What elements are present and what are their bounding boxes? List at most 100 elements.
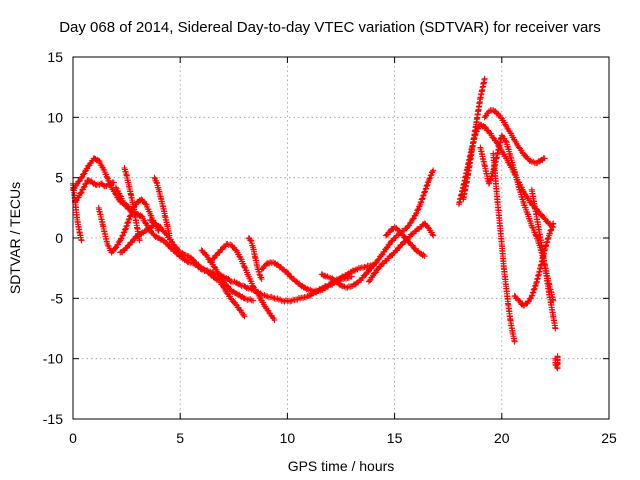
- data-series: [70, 75, 561, 372]
- data-marker: [119, 232, 126, 239]
- data-marker: [261, 292, 268, 299]
- series-track-17: [455, 121, 557, 231]
- data-marker: [114, 241, 121, 248]
- x-tick-label: 25: [601, 430, 617, 446]
- data-point: [232, 301, 239, 308]
- y-tick-label: 0: [55, 230, 63, 246]
- data-point: [112, 184, 119, 191]
- data-marker: [525, 298, 532, 305]
- data-marker: [266, 260, 273, 267]
- series-track-12: [245, 235, 265, 283]
- data-point: [541, 155, 548, 162]
- data-point: [554, 359, 561, 366]
- data-point: [136, 237, 143, 244]
- data-marker: [264, 293, 271, 300]
- y-tick-label: 5: [55, 170, 63, 186]
- data-marker: [426, 175, 433, 182]
- data-point: [256, 271, 263, 278]
- data-marker: [427, 172, 434, 179]
- series-track-4: [95, 196, 162, 256]
- data-marker: [244, 284, 251, 291]
- data-marker: [414, 206, 421, 213]
- data-marker: [414, 207, 421, 214]
- data-marker: [281, 298, 288, 305]
- data-point: [117, 192, 124, 199]
- series-track-22: [511, 220, 557, 309]
- x-axis-label: GPS time / hours: [288, 458, 395, 474]
- data-marker: [410, 215, 417, 222]
- data-marker: [117, 236, 124, 243]
- data-marker: [429, 231, 436, 238]
- data-marker: [231, 278, 238, 285]
- data-marker: [321, 272, 328, 279]
- y-tick-label: -5: [51, 290, 64, 306]
- data-point: [550, 220, 557, 227]
- data-point: [110, 179, 117, 186]
- series-track-13: [258, 259, 377, 295]
- y-tick-label: 15: [47, 49, 63, 65]
- data-point: [241, 313, 248, 320]
- x-tick-label: 15: [387, 430, 403, 446]
- data-marker: [242, 295, 249, 302]
- x-tick-label: 5: [176, 430, 184, 446]
- data-point: [241, 263, 248, 270]
- data-marker: [266, 309, 273, 316]
- data-marker: [83, 165, 90, 172]
- data-point: [498, 132, 505, 139]
- data-point: [552, 325, 559, 332]
- y-axis-label: SDTVAR / TECUs: [7, 182, 23, 294]
- data-marker: [429, 168, 436, 175]
- data-marker: [182, 251, 189, 258]
- data-marker: [351, 267, 358, 274]
- data-point: [481, 75, 488, 82]
- data-marker: [103, 183, 110, 190]
- data-point: [485, 108, 492, 115]
- data-marker: [77, 190, 84, 197]
- data-marker: [270, 259, 277, 266]
- data-marker: [274, 295, 281, 302]
- series-track-9: [147, 216, 248, 320]
- data-marker: [82, 180, 89, 187]
- data-point: [78, 237, 85, 244]
- data-point: [112, 191, 119, 198]
- data-marker: [304, 285, 311, 292]
- series-track-10: [207, 241, 278, 324]
- data-point: [80, 184, 87, 191]
- y-tick-label: -10: [43, 351, 63, 367]
- series-track-21: [490, 150, 518, 345]
- series-track-5: [112, 184, 355, 305]
- data-marker: [142, 200, 149, 207]
- data-marker: [116, 238, 123, 245]
- data-point: [104, 174, 111, 181]
- y-tick-label: 10: [47, 109, 63, 125]
- data-marker: [80, 171, 87, 178]
- y-tick-label: -15: [43, 411, 63, 427]
- data-marker: [77, 189, 84, 196]
- data-point: [413, 210, 420, 217]
- data-point: [421, 253, 428, 260]
- grid: [73, 57, 609, 419]
- data-point: [125, 216, 132, 223]
- data-marker: [180, 251, 187, 258]
- data-point: [142, 201, 149, 208]
- data-marker: [420, 251, 427, 258]
- data-marker: [82, 181, 89, 188]
- series-track-23: [528, 186, 559, 332]
- series-track-3: [70, 180, 85, 244]
- data-point: [258, 276, 265, 283]
- x-tick-label: 20: [494, 430, 510, 446]
- data-point: [78, 174, 85, 181]
- series-track-6: [121, 165, 143, 244]
- series-track-16: [383, 224, 428, 260]
- data-point: [430, 167, 437, 174]
- x-tick-label: 0: [69, 430, 77, 446]
- chart-title: Day 068 of 2014, Sidereal Day-to-day VTE…: [59, 19, 601, 36]
- data-marker: [80, 171, 87, 178]
- data-point: [344, 284, 351, 291]
- axis-ticks: 0 5 10 15 20 25 -15 -10 -5 0 5 10 15: [43, 49, 617, 446]
- data-point: [511, 338, 518, 345]
- data-point: [430, 232, 437, 239]
- data-point: [250, 297, 257, 304]
- series-track-18: [460, 75, 488, 203]
